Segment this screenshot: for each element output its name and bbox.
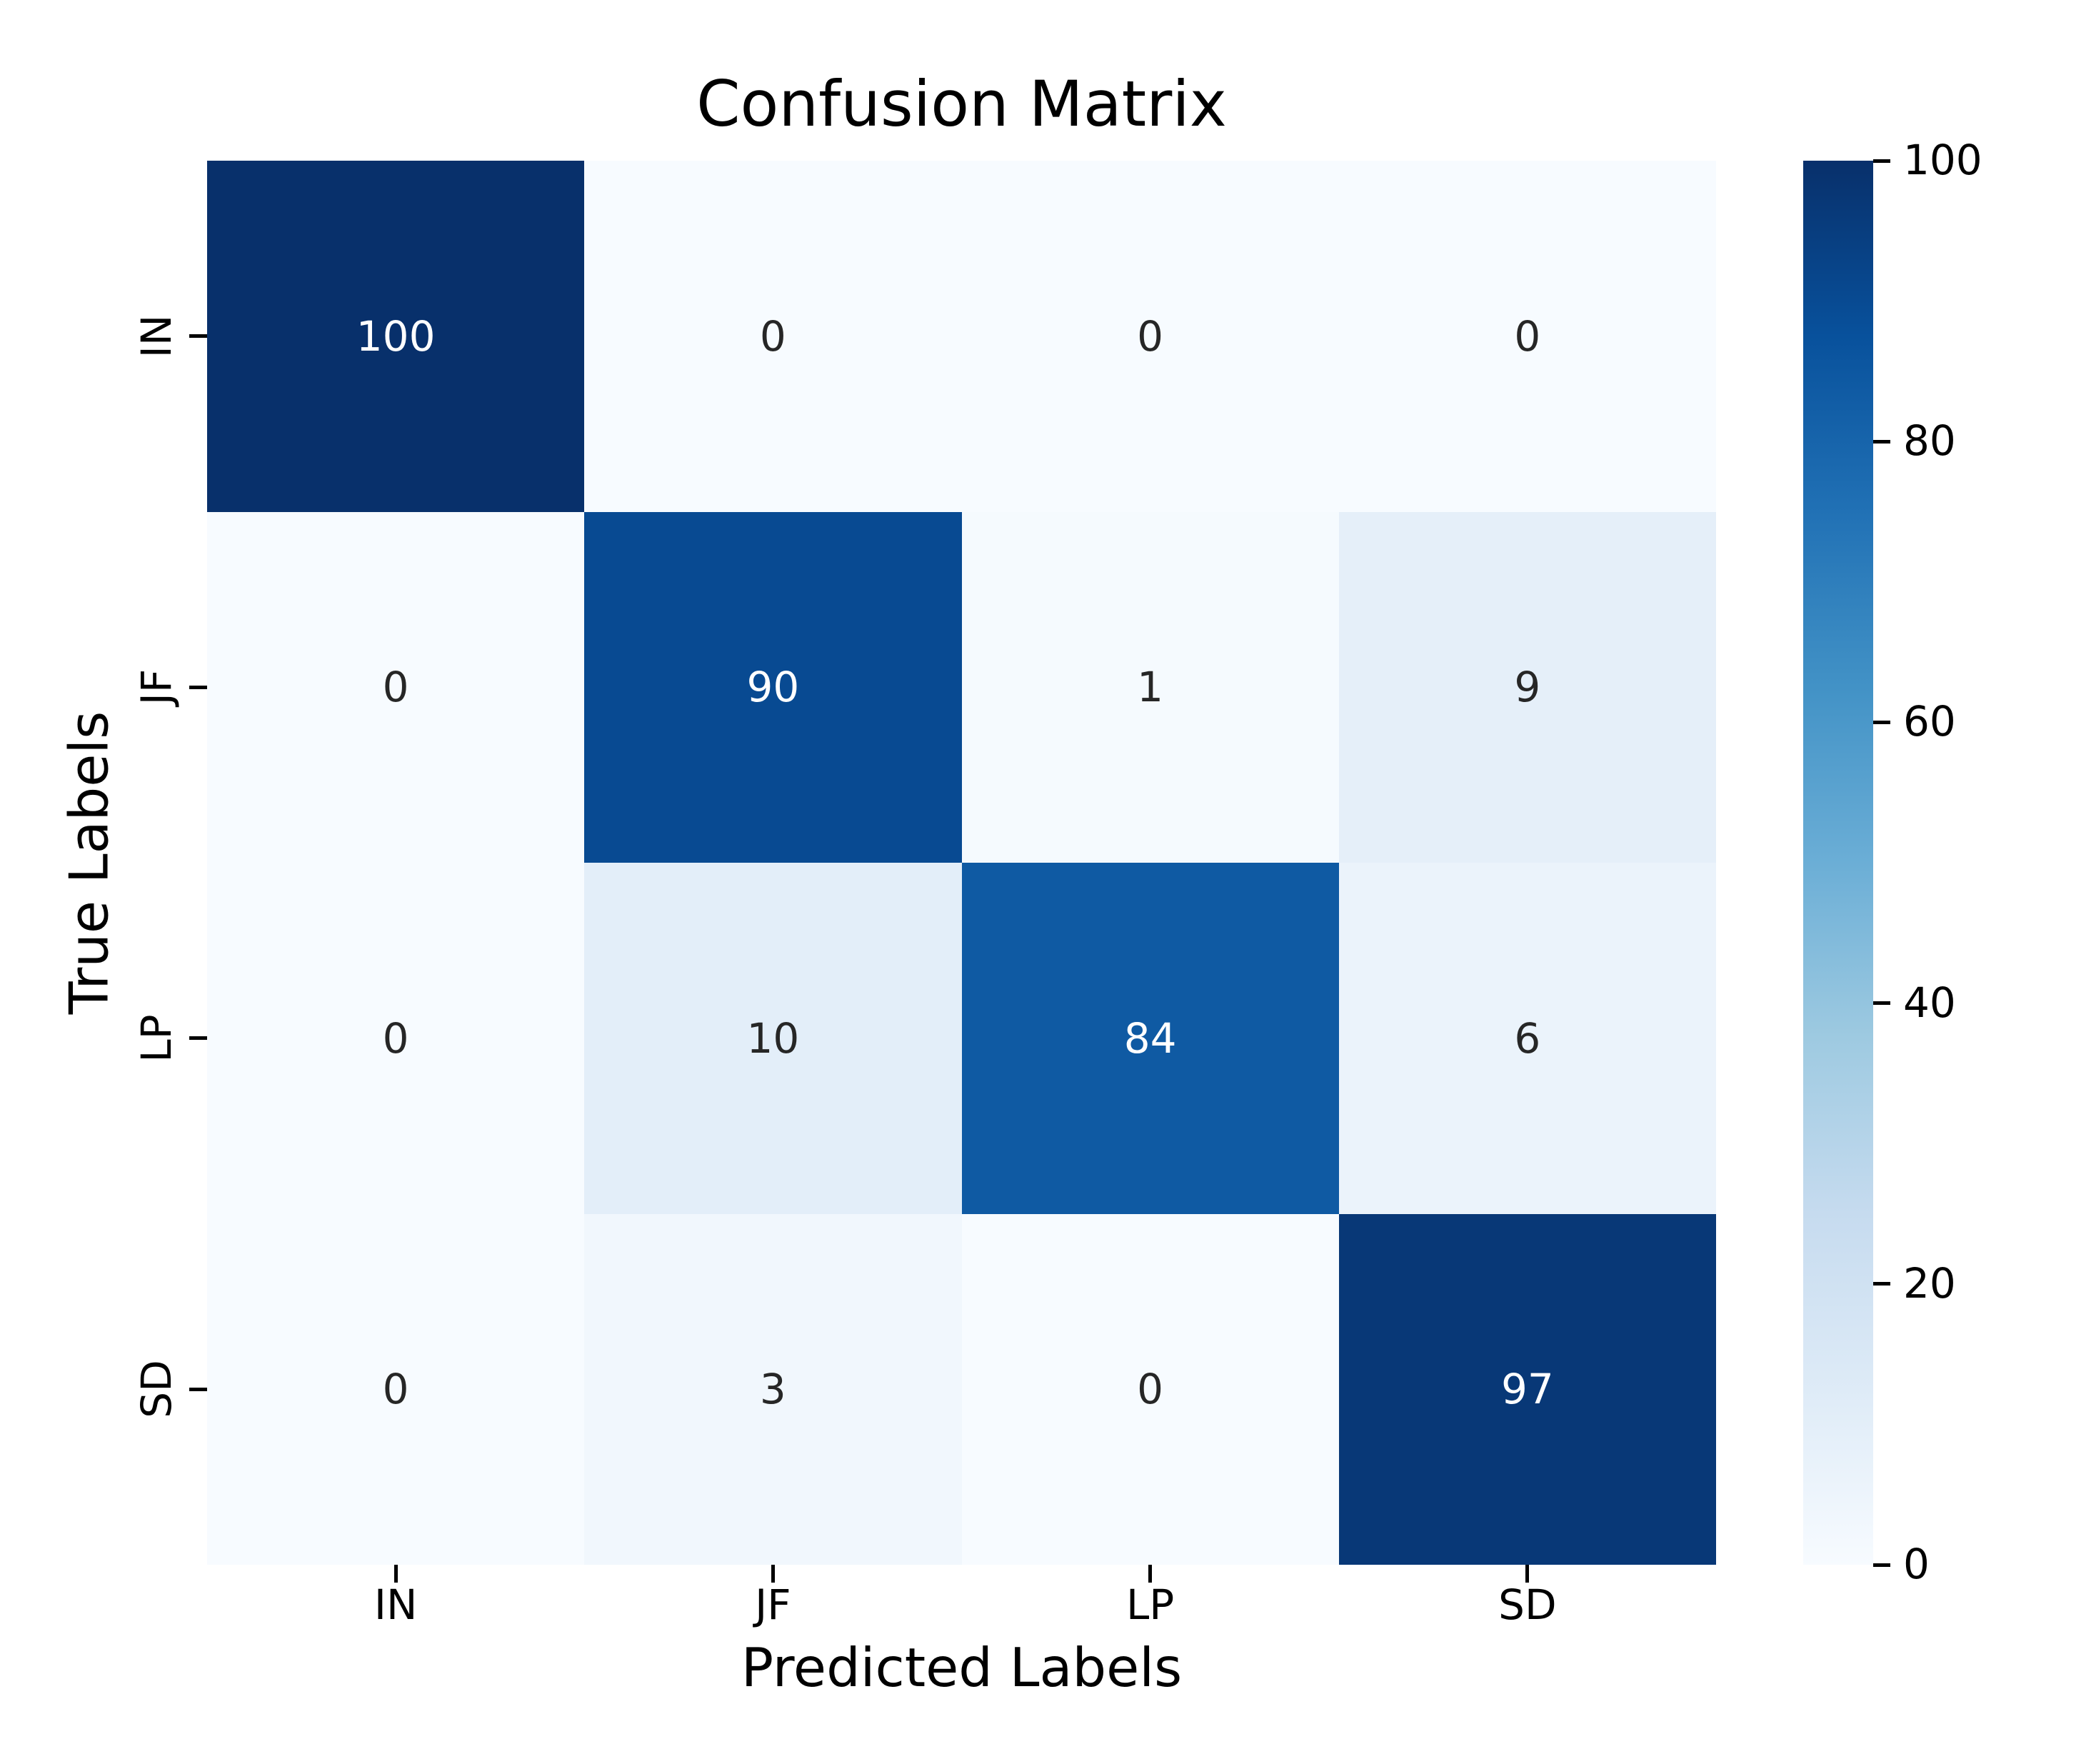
- cell-value: 9: [1514, 663, 1541, 712]
- x-tick-label-IN: IN: [373, 1580, 418, 1629]
- colorbar-tick-mark: [1873, 1001, 1890, 1006]
- cell-value: 0: [382, 663, 409, 712]
- colorbar: [1803, 161, 1873, 1565]
- y-axis-label: True Labels: [57, 711, 121, 1015]
- x-tick-mark: [393, 1565, 398, 1583]
- heatmap-cell-SD-SD: 97: [1338, 1213, 1716, 1565]
- x-axis-label: Predicted Labels: [741, 1636, 1183, 1699]
- colorbar-tick-label-0: 0: [1903, 1540, 1930, 1589]
- heatmap-grid: 100 0 0 0 0 90 1 9 0 10 84 6 0 3 0 97: [207, 161, 1716, 1565]
- cell-value: 0: [382, 1365, 409, 1414]
- colorbar-tick-label-100: 100: [1903, 136, 1982, 185]
- cell-value: 1: [1137, 663, 1164, 712]
- heatmap-cell-LP-JF: 10: [584, 863, 962, 1214]
- colorbar-tick-mark: [1873, 1282, 1890, 1286]
- colorbar-tick-mark: [1873, 439, 1890, 443]
- y-tick-label-JF: JF: [132, 669, 181, 706]
- heatmap-cell-JF-SD: 9: [1338, 511, 1716, 863]
- colorbar-tick-mark: [1873, 1563, 1890, 1567]
- heatmap-cell-LP-LP: 84: [961, 863, 1339, 1214]
- cell-value: 10: [746, 1013, 800, 1063]
- colorbar-tick-mark: [1873, 720, 1890, 724]
- y-tick-label-IN: IN: [132, 314, 181, 359]
- colorbar-tick-label-40: 40: [1903, 978, 1956, 1027]
- colorbar-tick-label-60: 60: [1903, 697, 1956, 746]
- heatmap-cell-IN-LP: 0: [961, 161, 1339, 512]
- colorbar-tick-label-80: 80: [1903, 416, 1956, 466]
- heatmap-cell-JF-JF: 90: [584, 511, 962, 863]
- x-tick-label-SD: SD: [1498, 1580, 1557, 1629]
- cell-value: 84: [1123, 1013, 1177, 1063]
- heatmap-cell-SD-LP: 0: [961, 1213, 1339, 1565]
- cell-value: 6: [1514, 1013, 1541, 1063]
- y-tick-mark: [189, 685, 207, 689]
- chart-title: Confusion Matrix: [696, 67, 1227, 141]
- heatmap-cell-IN-IN: 100: [207, 161, 585, 512]
- x-tick-label-JF: JF: [755, 1580, 791, 1629]
- heatmap-cell-SD-JF: 3: [584, 1213, 962, 1565]
- cell-value: 0: [1514, 311, 1541, 361]
- y-tick-label-SD: SD: [132, 1360, 181, 1418]
- y-tick-label-LP: LP: [132, 1014, 181, 1063]
- heatmap-cell-IN-JF: 0: [584, 161, 962, 512]
- cell-value: 90: [746, 663, 800, 712]
- cell-value: 0: [1137, 1365, 1164, 1414]
- cell-value: 0: [1137, 311, 1164, 361]
- cell-value: 3: [759, 1365, 786, 1414]
- heatmap-cell-JF-LP: 1: [961, 511, 1339, 863]
- heatmap-cell-LP-IN: 0: [207, 863, 585, 1214]
- cell-value: 100: [356, 311, 436, 361]
- heatmap-cell-LP-SD: 6: [1338, 863, 1716, 1214]
- y-tick-mark: [189, 334, 207, 339]
- heatmap-cell-SD-IN: 0: [207, 1213, 585, 1565]
- heatmap-cell-JF-IN: 0: [207, 511, 585, 863]
- x-tick-mark: [771, 1565, 775, 1583]
- x-tick-mark: [1148, 1565, 1153, 1583]
- cell-value: 97: [1500, 1365, 1554, 1414]
- x-tick-mark: [1525, 1565, 1530, 1583]
- colorbar-tick-label-20: 20: [1903, 1258, 1956, 1308]
- cell-value: 0: [759, 311, 786, 361]
- y-tick-mark: [189, 1036, 207, 1041]
- x-tick-label-LP: LP: [1125, 1580, 1175, 1629]
- cell-value: 0: [382, 1013, 409, 1063]
- heatmap-cell-IN-SD: 0: [1338, 161, 1716, 512]
- y-tick-mark: [189, 1387, 207, 1391]
- colorbar-tick-mark: [1873, 159, 1890, 163]
